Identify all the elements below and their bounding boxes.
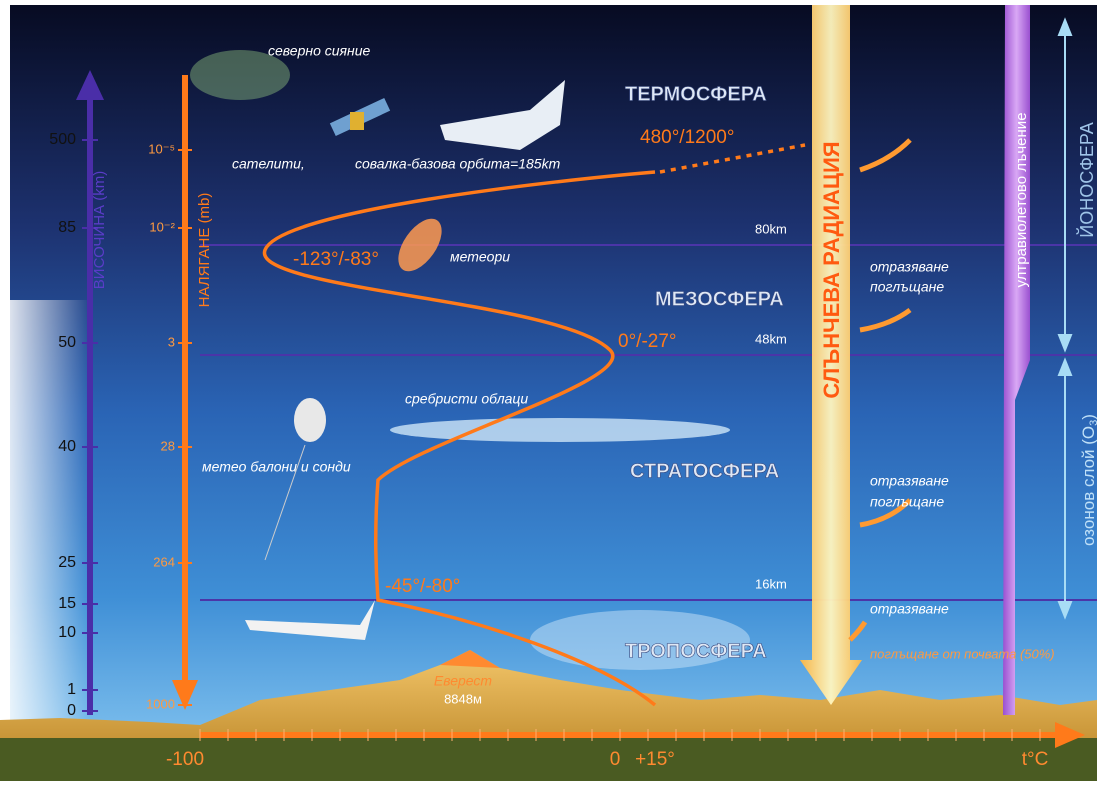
layer-name: ТЕРМОСФЕРА [625,83,767,105]
pressure-tick-label: 28 [161,438,175,453]
pressure-tick-label: 10⁻⁵ [148,141,175,156]
altitude-tick-label: 25 [58,554,76,571]
label: 8848м [444,691,482,706]
pressure-tick-label: 1000 [146,696,175,711]
label: сателити, [232,156,305,172]
ozone-label: озонов слой (O3) [1079,414,1097,546]
label: совалка-базова орбита=185km [355,156,561,172]
altitude-tick-label: 0 [67,702,76,719]
altitude-label: 16km [755,576,787,591]
pressure-tick-label: 10⁻² [149,219,175,234]
label: отразяване [870,259,949,275]
altitude-tick-label: 10 [58,624,76,641]
pressure-title: НАЛЯГАНЕ (mb) [196,193,213,308]
altitude-title: ВИСОЧИНА (km) [91,171,108,289]
label: поглъщане [870,279,944,295]
altitude-tick-label: 40 [58,438,76,455]
ozone-text: озонов слой (O [1079,426,1097,546]
temperature-tick-label: +15° [635,749,675,770]
ionosphere-label: ЙОНОСФЕРА [1076,122,1097,237]
altitude-tick-label: 85 [58,219,76,236]
atmosphere-diagram: 5008550402515101010⁻⁵10⁻²3282641000-1000… [0,0,1097,781]
label: отразяване [870,473,949,489]
altitude-tick-label: 500 [49,131,76,148]
label: сребристи облаци [405,391,528,407]
label: поглъщане от почвата (50%) [870,646,1055,661]
solar-label: СЛЪНЧЕВА РАДИАЦИЯ [819,141,844,398]
label: метеори [450,249,510,265]
temperature: -123°/-83° [293,249,379,270]
label: Еверест [434,673,493,689]
altitude-label: 48km [755,331,787,346]
label: отразяване [870,601,949,617]
temperature-title: t°C [1022,749,1049,770]
temperature: 0°/-27° [618,331,677,352]
label: поглъщане [870,494,944,510]
altitude-tick-label: 15 [58,595,76,612]
altitude-tick-label: 50 [58,334,76,351]
label: метео балони и сонди [202,459,351,475]
layer-name: МЕЗОСФЕРА [655,288,784,310]
label: северно сияние [268,43,370,59]
pressure-tick-label: 3 [168,334,175,349]
temperature-tick-label: 0 [610,749,621,770]
temperature-tick-label: -100 [166,749,204,770]
altitude-label: 80km [755,221,787,236]
temperature: 480°/1200° [640,127,734,148]
layer-name: ТРОПОСФЕРА [625,640,767,662]
ozone-close: ) [1079,414,1097,420]
altitude-tick-label: 1 [67,681,76,698]
uv-label: ултравиолетово лъчение [1013,112,1030,287]
layer-name: СТРАТОСФЕРА [630,460,779,482]
pressure-tick-label: 264 [153,554,175,569]
temperature: -45°/-80° [385,576,460,597]
